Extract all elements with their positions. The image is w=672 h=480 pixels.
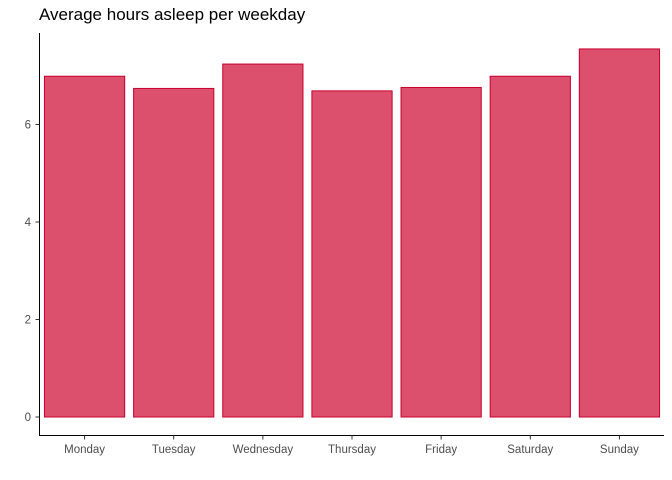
x-tick-label-sunday: Sunday xyxy=(600,444,639,456)
bar-monday xyxy=(43,75,126,418)
x-axis-ticks: Monday Tuesday Wednesday Thursday Friday Satu… xyxy=(64,435,639,456)
y-tick-label-6: 6 xyxy=(25,120,31,132)
x-tick-label-thursday: Thursday xyxy=(328,444,376,456)
y-axis-ticks: 0 2 4 6 xyxy=(25,120,40,424)
bar-sunday xyxy=(578,48,661,418)
bar-saturday xyxy=(489,75,571,418)
y-tick-label-0: 0 xyxy=(25,412,31,424)
x-tick-label-friday: Friday xyxy=(425,444,457,456)
x-tick-label-tuesday: Tuesday xyxy=(152,444,196,456)
bar-friday xyxy=(400,86,482,418)
bars-group xyxy=(43,48,661,418)
chart-title: Average hours asleep per weekday xyxy=(39,5,306,24)
y-tick-label-2: 2 xyxy=(25,315,31,327)
y-tick-label-4: 4 xyxy=(25,217,32,229)
x-tick-label-monday: Monday xyxy=(64,444,105,456)
bar-wednesday xyxy=(222,63,304,418)
bar-thursday xyxy=(311,90,393,418)
x-tick-label-wednesday: Wednesday xyxy=(233,444,294,456)
x-tick-label-saturday: Saturday xyxy=(507,444,553,456)
bar-tuesday xyxy=(133,87,215,418)
